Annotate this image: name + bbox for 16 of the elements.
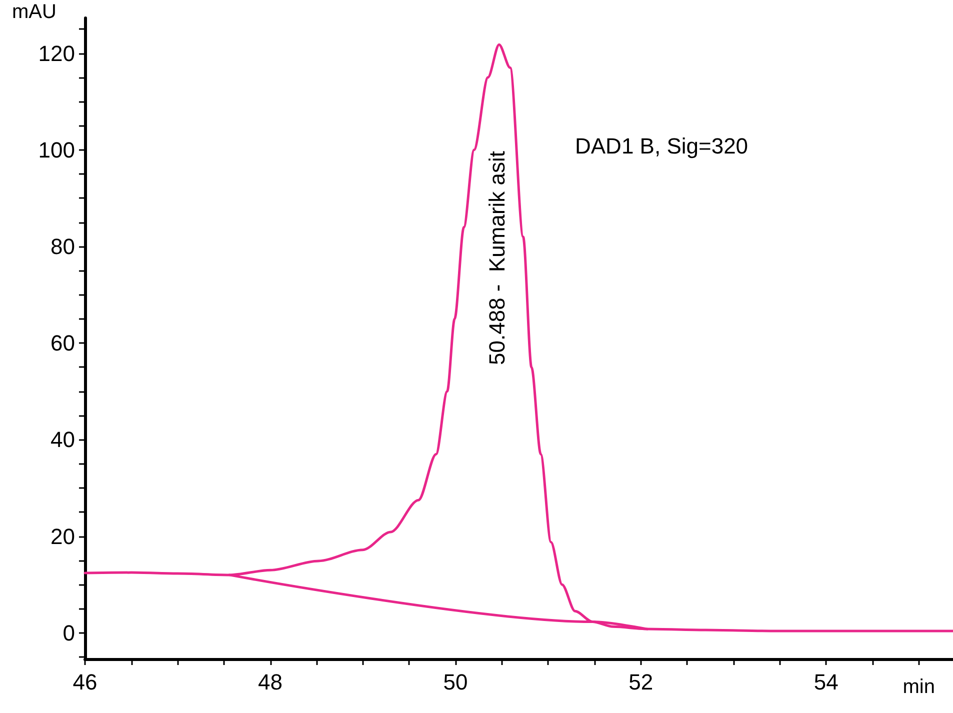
y-tick-label: 80 bbox=[50, 234, 75, 259]
x-axis-title: min bbox=[902, 676, 936, 698]
x-tick-label: 54 bbox=[814, 670, 838, 694]
x-tick-label: 52 bbox=[628, 670, 654, 694]
y-axis-title: mAU bbox=[12, 1, 56, 23]
annotation: 50.488 - Kumarik asit bbox=[484, 151, 510, 365]
x-tick-label: 48 bbox=[258, 670, 283, 694]
y-tick-label: 40 bbox=[50, 427, 75, 452]
y-tick-label: 0 bbox=[62, 620, 75, 646]
annotation: DAD1 B, Sig=320 bbox=[575, 134, 748, 158]
y-tick-label: 60 bbox=[50, 330, 75, 356]
y-tick-label: 20 bbox=[50, 524, 75, 549]
x-tick-label: 46 bbox=[72, 670, 98, 694]
y-tick-label: 120 bbox=[38, 40, 75, 66]
y-tick-label: 100 bbox=[38, 137, 75, 162]
x-tick-label: 50 bbox=[443, 670, 468, 694]
